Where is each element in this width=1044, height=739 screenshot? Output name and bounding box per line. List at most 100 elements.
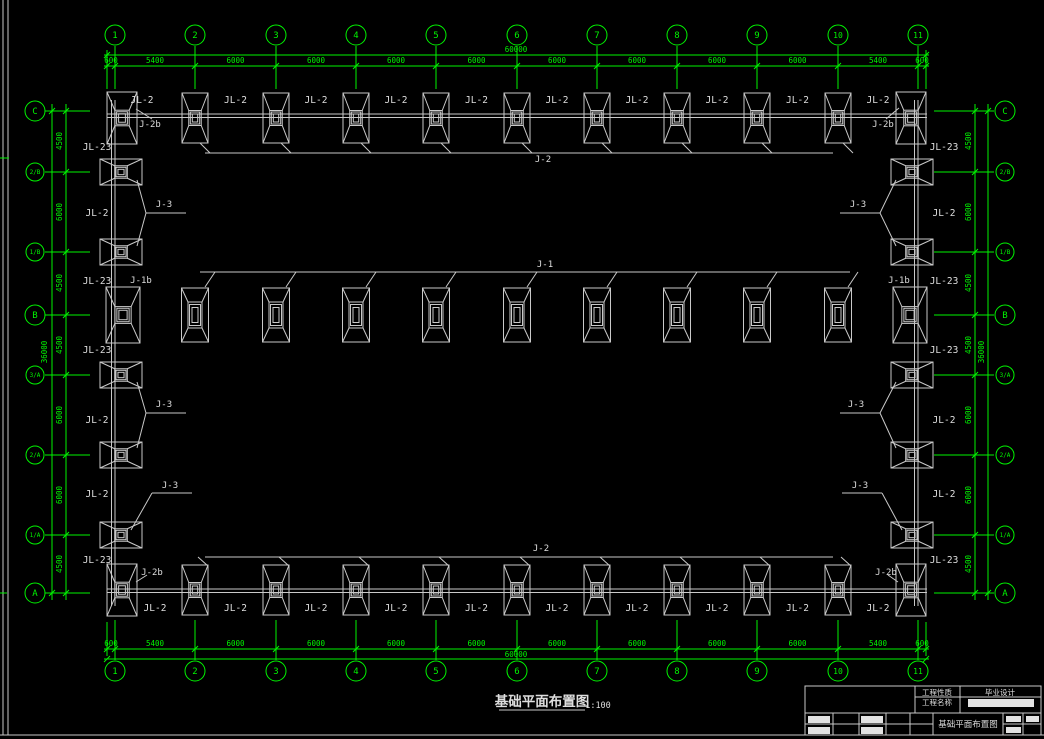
dim-text-top: 5400 — [869, 56, 888, 65]
footing-outline — [262, 564, 290, 616]
axis-bubble-right-label: A — [1002, 589, 1008, 599]
drawing-line — [843, 564, 852, 583]
drawing-line — [342, 125, 351, 144]
drawing-line — [682, 125, 691, 144]
dim-tick — [984, 589, 992, 597]
drawing-line — [105, 286, 116, 307]
tag-jl2-bottom: JL-2 — [224, 603, 247, 614]
drawing-line — [342, 597, 351, 616]
drawing-line — [762, 92, 771, 111]
drawing-line — [917, 125, 927, 145]
footing-outline — [583, 564, 611, 616]
titleblock-redacted-bar — [808, 727, 830, 734]
dim-text-bottom: 6000 — [467, 639, 486, 648]
drawing-line — [99, 441, 115, 450]
j3-leader — [136, 412, 147, 449]
drawing-line — [342, 327, 350, 343]
j3-leader — [879, 212, 897, 247]
drawing-line — [890, 361, 906, 370]
drawing-line — [262, 287, 270, 303]
rail-label-left: JL-23 — [83, 345, 112, 356]
footing-column-core — [432, 113, 440, 123]
axis-bubble-right-label: 3/A — [1000, 372, 1011, 379]
footing-column-core — [191, 307, 199, 323]
axis-bubble-right — [994, 100, 1016, 122]
footing-step — [114, 109, 130, 127]
dim-text-top: 600 — [104, 56, 118, 65]
drawing-line — [743, 564, 752, 583]
leader-line — [358, 556, 370, 567]
drawing-line — [99, 521, 115, 530]
drawing-line — [362, 327, 370, 343]
axis-bubble-left-label: 1/A — [30, 532, 41, 539]
drawing-line — [890, 158, 906, 167]
j3-leader — [881, 492, 903, 531]
drawing-line — [127, 238, 143, 247]
footing-outline — [892, 286, 928, 344]
footing-column — [116, 111, 128, 125]
rail-label-left: JL-2 — [86, 415, 109, 426]
drawing-line — [106, 597, 116, 617]
footing-column — [115, 369, 127, 381]
drawing-line — [99, 540, 115, 549]
tag-jl2-top: JL-2 — [224, 95, 247, 106]
footing-step — [428, 301, 444, 329]
footing-column-core — [753, 113, 761, 123]
drawing-line — [743, 327, 751, 343]
tag-j2: J-2 — [535, 155, 551, 165]
footing-column — [906, 529, 918, 541]
drawing-line — [130, 323, 141, 344]
drawing-line — [181, 564, 190, 583]
axis-bubble-left-label: 2/A — [30, 452, 41, 459]
footing-outline — [743, 287, 771, 343]
drawing-line — [918, 158, 934, 167]
drawing-line — [503, 287, 511, 303]
footing-step — [590, 582, 604, 598]
drawing-line — [130, 286, 141, 307]
axis-bubble-top — [666, 24, 688, 46]
footing-outline — [99, 158, 143, 186]
drawing-line — [201, 327, 209, 343]
footing-outline — [422, 564, 450, 616]
footing-column-core — [908, 371, 916, 379]
axis-bubble-top — [184, 24, 206, 46]
footing-outline — [422, 287, 450, 343]
tag-jl2-bottom: JL-2 — [626, 603, 649, 614]
footing-column — [751, 304, 763, 326]
leader-line — [135, 574, 148, 583]
drawing-scale: 1:100 — [585, 701, 611, 711]
leader-line — [204, 271, 216, 288]
footing-outline — [663, 92, 691, 144]
drawing-line — [422, 597, 431, 616]
dim-text-bottom: 6000 — [548, 639, 567, 648]
dim-text-bottom: 600 — [104, 639, 118, 648]
drawing-line — [181, 597, 190, 616]
footing-column — [751, 111, 763, 125]
dim-tick — [62, 107, 70, 115]
axis-bubble-left — [25, 162, 45, 182]
drawing-line — [824, 327, 832, 343]
drawing-line — [361, 564, 370, 583]
drawing-line — [503, 327, 511, 343]
drawing-line — [422, 125, 431, 144]
drawing-line — [824, 597, 833, 616]
drawing-line — [106, 125, 116, 145]
drawing-line — [127, 540, 143, 549]
dim-tick — [834, 645, 842, 653]
drawing-title: 基础平面布置图 — [495, 693, 590, 710]
footing-column-core — [118, 309, 128, 321]
dim-text-top: 600 — [915, 56, 929, 65]
drawing-line — [583, 564, 592, 583]
dim-tick — [62, 311, 70, 319]
dim-tick — [971, 589, 979, 597]
axis-bubble-bottom — [265, 660, 287, 682]
tag-jl2-bottom: JL-2 — [706, 603, 729, 614]
drawing-line — [602, 92, 611, 111]
tag-jl2-top: JL-2 — [546, 95, 569, 106]
drawing-line — [663, 92, 672, 111]
drawing-line — [890, 540, 906, 549]
footing-column-core — [834, 113, 842, 123]
drawing-line — [503, 597, 512, 616]
axis-bubble-bottom — [586, 660, 608, 682]
drawing-line — [917, 597, 927, 617]
